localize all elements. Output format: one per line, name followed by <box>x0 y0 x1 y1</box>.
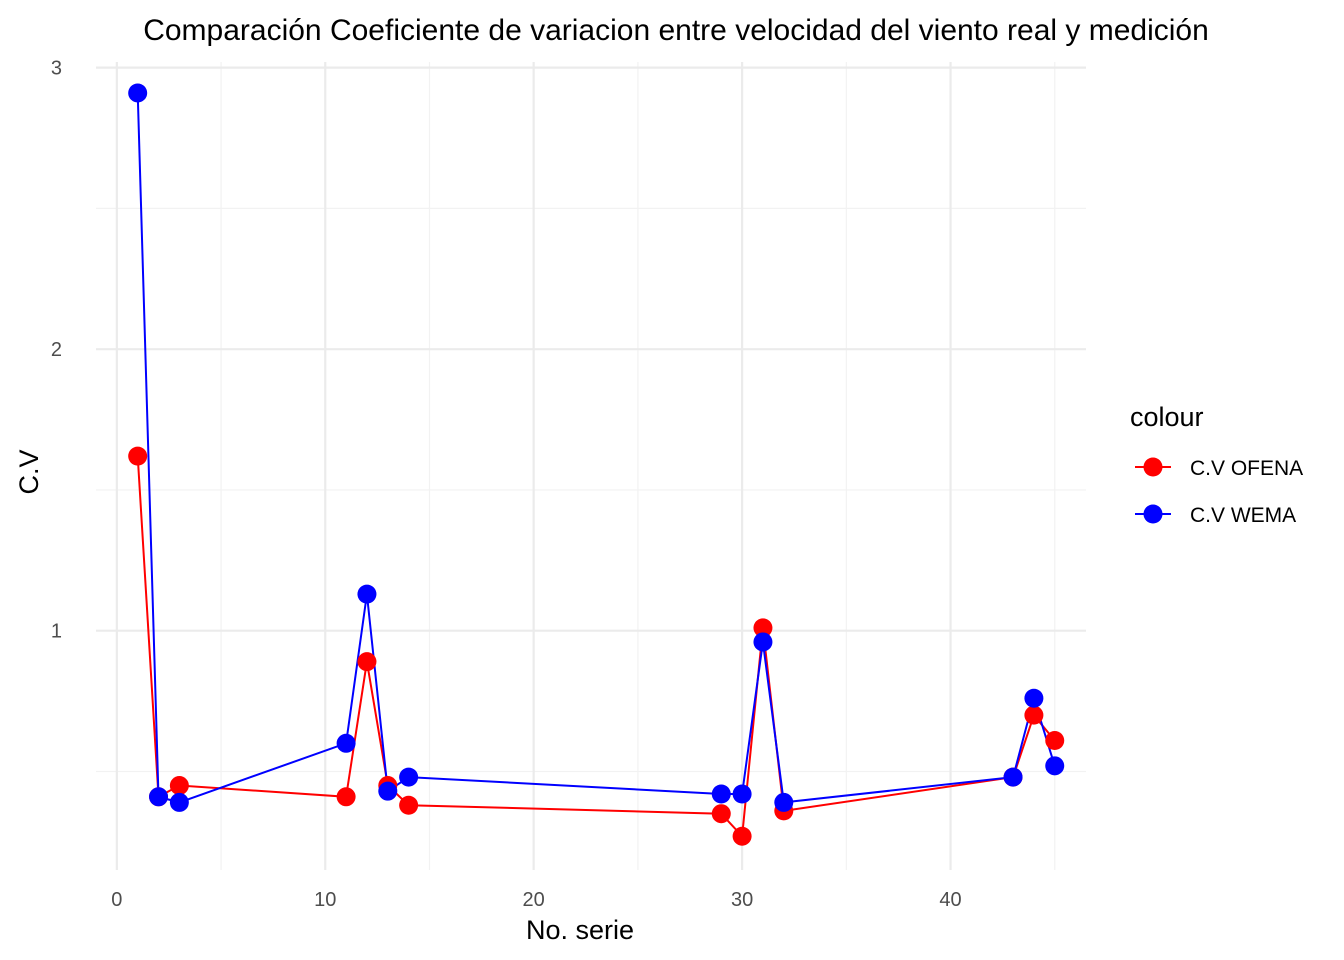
y-tick-label: 1 <box>51 621 62 643</box>
legend: colour C.V OFENA C.V WEMA <box>1130 402 1303 527</box>
legend-label: C.V OFENA <box>1190 457 1303 480</box>
x-tick-label: 0 <box>111 889 122 911</box>
data-point-c-v-ofena <box>128 446 148 466</box>
data-point-c-v-ofena <box>1045 730 1065 750</box>
data-point-c-v-wema <box>149 787 169 807</box>
data-point-c-v-wema <box>128 83 148 103</box>
data-point-c-v-ofena <box>732 826 752 846</box>
data-point-c-v-wema <box>1045 756 1065 776</box>
series-line-c-v-wema <box>136 92 1056 804</box>
series-layer <box>128 83 1065 846</box>
x-tick-label: 40 <box>939 889 961 911</box>
grid <box>96 62 1086 870</box>
y-axis-ticks: 1 2 3 <box>51 58 62 643</box>
legend-label: C.V WEMA <box>1190 504 1296 527</box>
data-point-c-v-ofena <box>336 787 356 807</box>
data-point-c-v-wema <box>169 792 189 812</box>
legend-title: colour <box>1130 402 1204 432</box>
chart-title: Comparación Coeficiente de variacion ent… <box>143 14 1209 47</box>
x-tick-label: 10 <box>314 889 336 911</box>
data-point-c-v-wema <box>732 784 752 804</box>
legend-key-point <box>1143 457 1163 477</box>
data-point-c-v-wema <box>1024 688 1044 708</box>
series-line-c-v-ofena <box>136 456 1056 839</box>
data-point-c-v-ofena <box>711 804 731 824</box>
data-point-c-v-ofena <box>169 776 189 796</box>
data-point-c-v-wema <box>378 781 398 801</box>
x-tick-label: 20 <box>523 889 545 911</box>
y-tick-label: 3 <box>51 58 62 80</box>
data-point-c-v-ofena <box>753 618 773 638</box>
y-axis-title: C.V <box>14 449 44 494</box>
x-axis-title: No. serie <box>526 915 634 945</box>
data-point-c-v-ofena <box>1024 705 1044 725</box>
x-axis-ticks: 0 10 20 30 40 <box>111 889 961 911</box>
x-tick-label: 30 <box>731 889 753 911</box>
data-point-c-v-ofena <box>357 652 377 672</box>
data-point-c-v-wema <box>336 733 356 753</box>
data-point-c-v-wema <box>399 767 419 787</box>
legend-items: C.V OFENA C.V WEMA <box>1135 457 1303 527</box>
data-point-c-v-wema <box>753 632 773 652</box>
data-point-c-v-wema <box>711 784 731 804</box>
legend-key-point <box>1143 504 1163 524</box>
data-point-c-v-wema <box>774 792 794 812</box>
y-tick-label: 2 <box>51 339 62 361</box>
data-point-c-v-wema <box>357 584 377 604</box>
data-point-c-v-ofena <box>399 795 419 815</box>
data-point-c-v-wema <box>1003 767 1023 787</box>
